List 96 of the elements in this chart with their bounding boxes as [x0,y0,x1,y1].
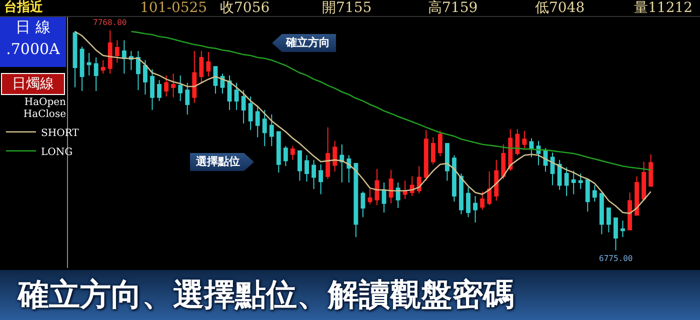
candlestick [171,73,176,98]
candlestick [262,110,267,147]
chart-title: 台指近 [4,0,43,16]
candlestick [374,168,380,206]
candlestick [571,170,576,195]
candlestick [269,114,274,147]
candlestick [508,128,513,172]
candlestick [192,50,197,104]
candlestick [248,96,253,130]
candlestick [354,162,358,238]
candlestick [304,154,309,182]
candlestick [276,131,281,174]
candlestick [396,182,400,209]
candlestick [536,140,541,166]
candlestick [185,82,190,115]
candlestick [312,159,316,190]
candlestick [473,196,478,223]
candlestick [430,136,436,165]
candlestick [136,50,140,91]
candlestick [614,218,618,251]
candlestick [94,56,98,92]
candlestick [326,126,330,180]
candlestick [438,130,442,157]
candlestick [199,50,204,84]
candlestick [290,146,295,160]
candlestick [557,159,562,190]
candlestick [206,51,211,78]
candlestick [466,186,470,218]
candlestick [480,191,485,210]
candlestick [487,171,492,206]
candlestick [416,166,422,194]
annotation: 7768.00 [93,18,127,27]
candlestick [564,166,569,197]
candlestick [634,176,640,216]
candlestick [164,74,169,98]
text: .7000A [0,37,66,67]
text: 確立方向、選擇點位、解讀觀盤密碼 [18,276,514,314]
candlestick [592,184,597,202]
candlestick [459,172,464,215]
candlestick [648,154,654,187]
text: 高7159 [428,0,478,16]
candlestick [298,150,302,182]
candlestick [494,159,499,202]
candlestick [620,220,625,238]
candlestick [585,179,590,212]
candlestick [444,143,450,182]
candlestick [550,152,555,186]
candlestick [178,74,183,102]
candlestick [424,129,428,182]
candlestick [402,180,408,200]
annotation: 確立方向 [272,34,336,52]
annotation: 選擇點位 [190,153,254,171]
candlestick [227,74,232,111]
text: 日 線 [0,17,66,37]
text: 收7056 [220,0,270,16]
candlestick [255,104,260,138]
text: 日燭線 [1,73,65,95]
candlestick [150,68,154,111]
text: 低7048 [535,0,585,16]
candlestick [360,191,366,218]
candlestick [368,188,372,205]
candlestick [578,172,583,190]
candlestick [100,60,106,74]
candlestick [388,169,394,204]
candlestick [234,82,239,111]
text: HaOpen [24,97,66,109]
candlestick [340,144,344,184]
text: HaClose [23,109,66,121]
candlestick [157,80,162,102]
candlestick [642,161,646,202]
legend-label: SHORT [41,128,80,139]
candlestick [382,182,386,213]
candlestick [628,192,632,230]
candlestick [86,52,92,76]
text: 101-0525 [140,0,208,16]
candlestick [318,164,324,195]
candlestick [114,40,120,64]
candlestick [522,130,527,149]
candlestick [143,60,148,96]
candlestick [72,30,78,88]
candlestick [80,46,84,92]
text: 量11212 [634,0,693,16]
candlestick [332,140,338,172]
candlestick [529,138,534,158]
text: 開7155 [322,0,372,16]
candlestick [122,40,126,74]
candlestick [241,90,246,124]
annotation: 6775.00 [599,254,633,263]
candlestick [108,30,112,74]
candlestick [515,128,520,156]
candlestick [599,192,604,235]
candlestick [452,154,456,202]
candlestick [501,144,506,180]
candlestick [606,208,611,233]
candlestick [283,146,288,167]
legend-label: LONG [41,146,73,158]
